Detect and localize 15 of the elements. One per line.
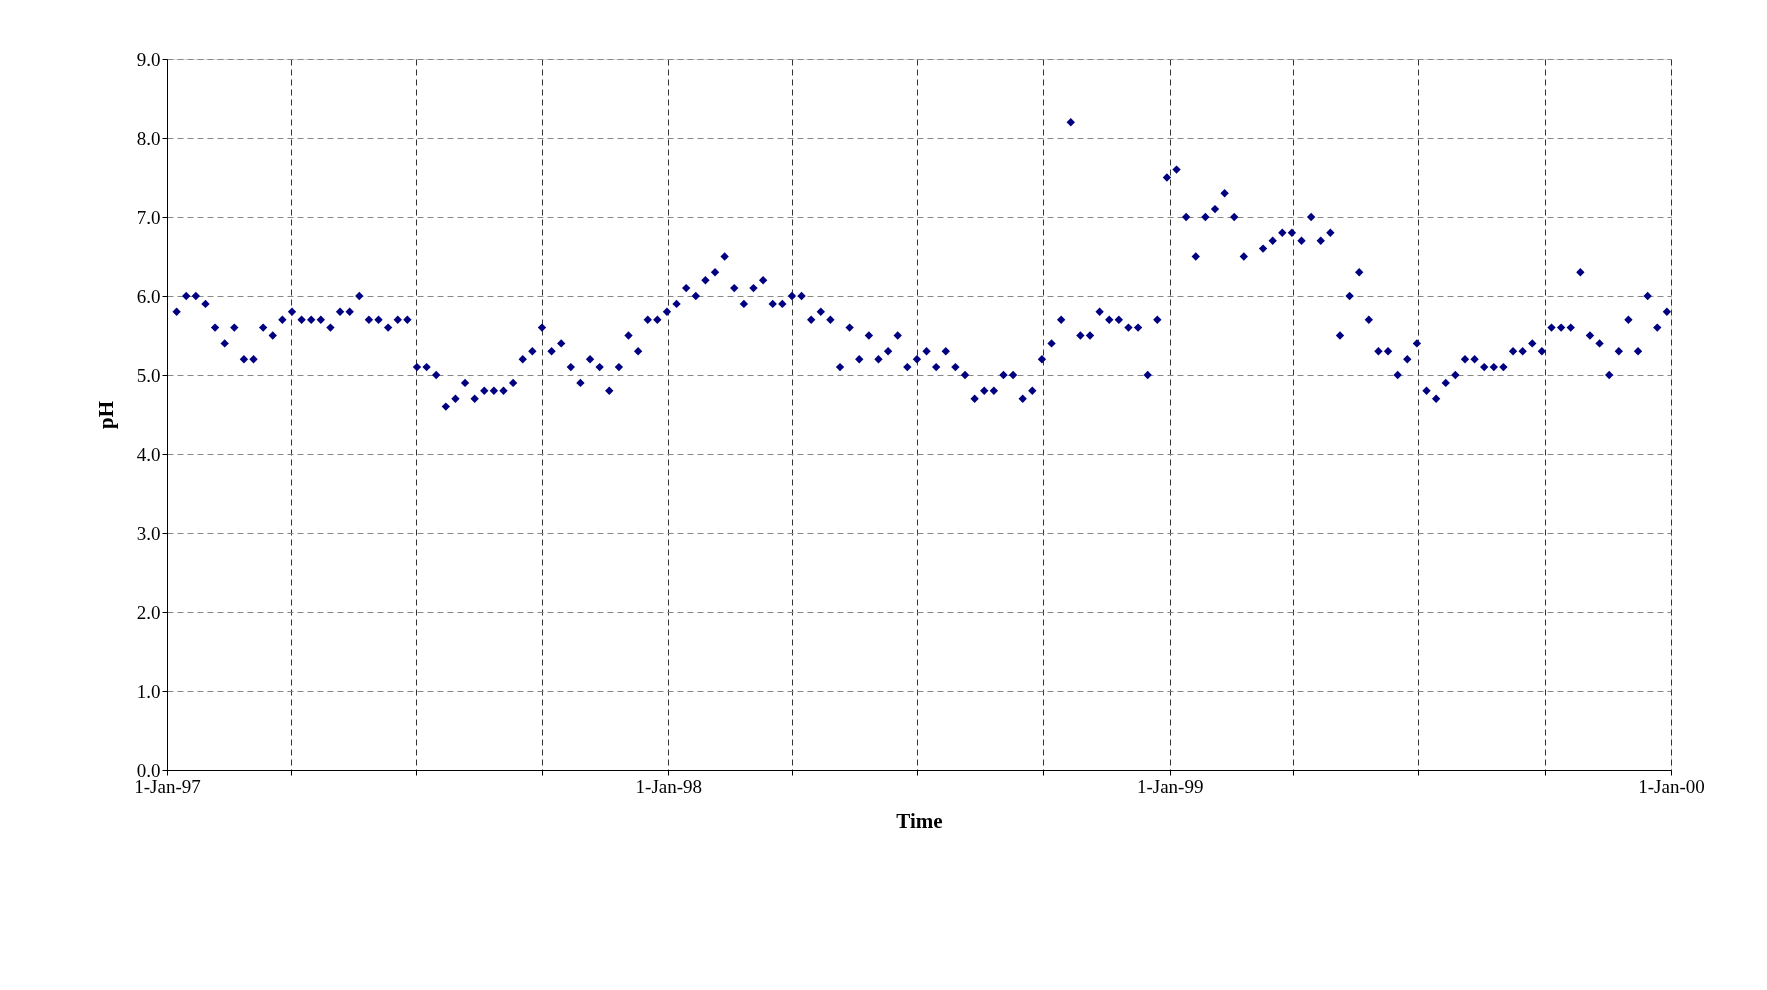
y-tick-label: 9.0 bbox=[136, 48, 161, 70]
x-tick-label: 1-Jan-00 bbox=[1638, 775, 1705, 797]
y-tick-label: 4.0 bbox=[136, 443, 161, 465]
x-tick-label: 1-Jan-99 bbox=[1136, 775, 1204, 797]
y-tick-label: 6.0 bbox=[136, 285, 161, 307]
y-tick-label: 0.0 bbox=[136, 759, 161, 781]
x-tick-label: 1-Jan-98 bbox=[635, 775, 703, 797]
y-tick-label: 2.0 bbox=[136, 601, 161, 623]
y-tick-label: 8.0 bbox=[136, 127, 161, 149]
y-tick-label: 3.0 bbox=[136, 522, 161, 544]
x-axis-title: Time bbox=[896, 808, 943, 833]
y-tick-label: 5.0 bbox=[136, 364, 161, 386]
y-tick-label: 7.0 bbox=[136, 206, 161, 228]
y-axis-title: pH bbox=[93, 400, 118, 430]
y-tick-label: 1.0 bbox=[136, 680, 161, 702]
